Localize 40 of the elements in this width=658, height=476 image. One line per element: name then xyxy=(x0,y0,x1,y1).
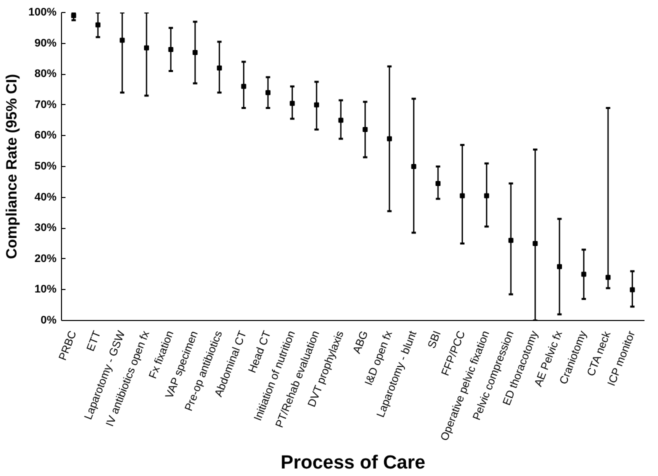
y-axis-title: Compliance Rate (95% CI) xyxy=(3,74,20,260)
x-tick-label: PRBC xyxy=(56,329,80,362)
point xyxy=(362,127,368,132)
y-tick-label: 20% xyxy=(34,252,57,265)
point xyxy=(265,90,270,96)
x-tick-label: SBI xyxy=(426,329,444,350)
point xyxy=(386,136,392,142)
y-tick-label: 30% xyxy=(34,222,57,234)
point xyxy=(460,193,465,198)
point xyxy=(216,65,222,70)
point xyxy=(192,50,198,56)
y-tick-label: 90% xyxy=(34,37,57,50)
y-tick-label: 100% xyxy=(28,6,57,18)
point xyxy=(241,84,246,89)
point xyxy=(314,102,320,108)
point xyxy=(95,22,100,28)
y-tick-label: 0% xyxy=(40,314,57,326)
y-tick-label: 50% xyxy=(34,160,57,172)
y-tick-label: 10% xyxy=(34,284,57,296)
point xyxy=(556,264,562,270)
point xyxy=(144,45,150,50)
x-tick-label: ABG xyxy=(351,329,371,356)
point xyxy=(436,180,441,186)
point xyxy=(290,100,295,106)
x-tick-label: ETT xyxy=(84,329,104,354)
y-tick-label: 60% xyxy=(34,130,57,142)
point xyxy=(484,193,490,198)
y-tick-label: 40% xyxy=(34,191,57,204)
point xyxy=(630,287,635,292)
point xyxy=(508,238,514,243)
y-tick-label: 80% xyxy=(34,68,57,80)
x-axis-title: Process of Care xyxy=(280,452,426,474)
point xyxy=(606,274,611,280)
point xyxy=(120,38,125,43)
point xyxy=(532,241,538,246)
point xyxy=(338,118,344,123)
point xyxy=(168,46,174,52)
point xyxy=(411,164,416,169)
y-tick-label: 70% xyxy=(34,98,57,111)
point xyxy=(581,272,586,277)
